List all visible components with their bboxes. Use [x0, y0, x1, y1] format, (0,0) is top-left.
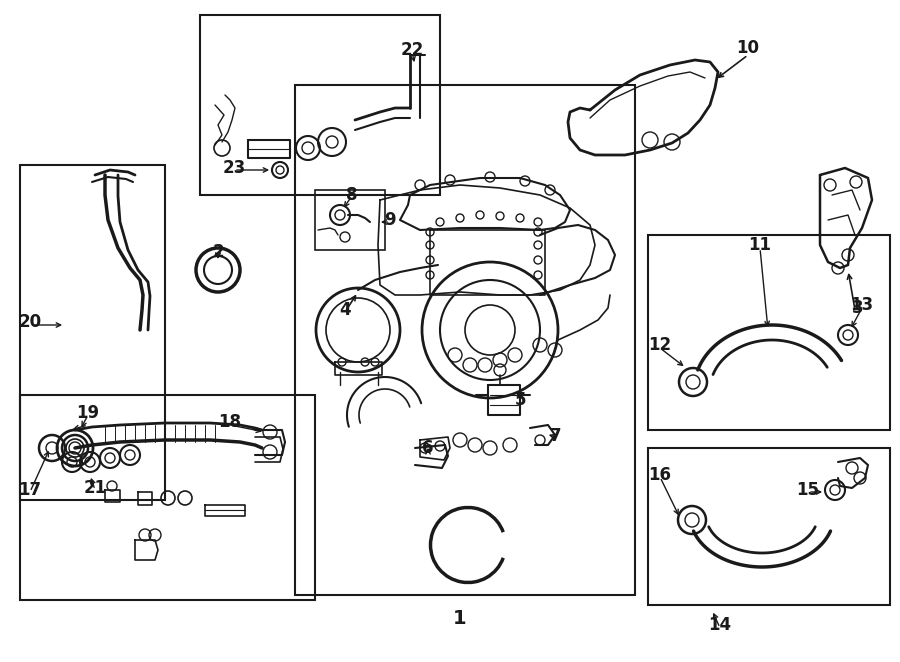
- Text: 13: 13: [850, 296, 874, 314]
- Text: 9: 9: [384, 211, 396, 229]
- Text: 23: 23: [222, 159, 246, 177]
- Text: 21: 21: [84, 479, 106, 497]
- Text: 14: 14: [708, 616, 732, 634]
- Bar: [20, 165, 165, 500]
- Text: 3: 3: [852, 299, 864, 317]
- Text: 8: 8: [346, 186, 358, 204]
- Bar: [295, 85, 635, 595]
- Text: 7: 7: [550, 427, 562, 445]
- Text: 4: 4: [339, 301, 351, 319]
- Text: 10: 10: [736, 39, 760, 57]
- Bar: [648, 235, 890, 430]
- Bar: [315, 190, 385, 250]
- Text: 16: 16: [649, 466, 671, 484]
- Text: 22: 22: [400, 41, 424, 59]
- Text: 15: 15: [796, 481, 820, 499]
- Text: 1: 1: [454, 608, 467, 628]
- Bar: [648, 448, 890, 605]
- Text: 11: 11: [749, 236, 771, 254]
- Text: 19: 19: [76, 404, 100, 422]
- Text: 2: 2: [212, 243, 224, 261]
- Bar: [20, 395, 315, 600]
- Text: 17: 17: [18, 481, 41, 499]
- Text: 12: 12: [648, 336, 671, 354]
- Bar: [200, 15, 440, 195]
- Text: 5: 5: [514, 391, 526, 409]
- Text: 18: 18: [219, 413, 241, 431]
- Text: 6: 6: [422, 439, 434, 457]
- Text: 20: 20: [18, 313, 41, 331]
